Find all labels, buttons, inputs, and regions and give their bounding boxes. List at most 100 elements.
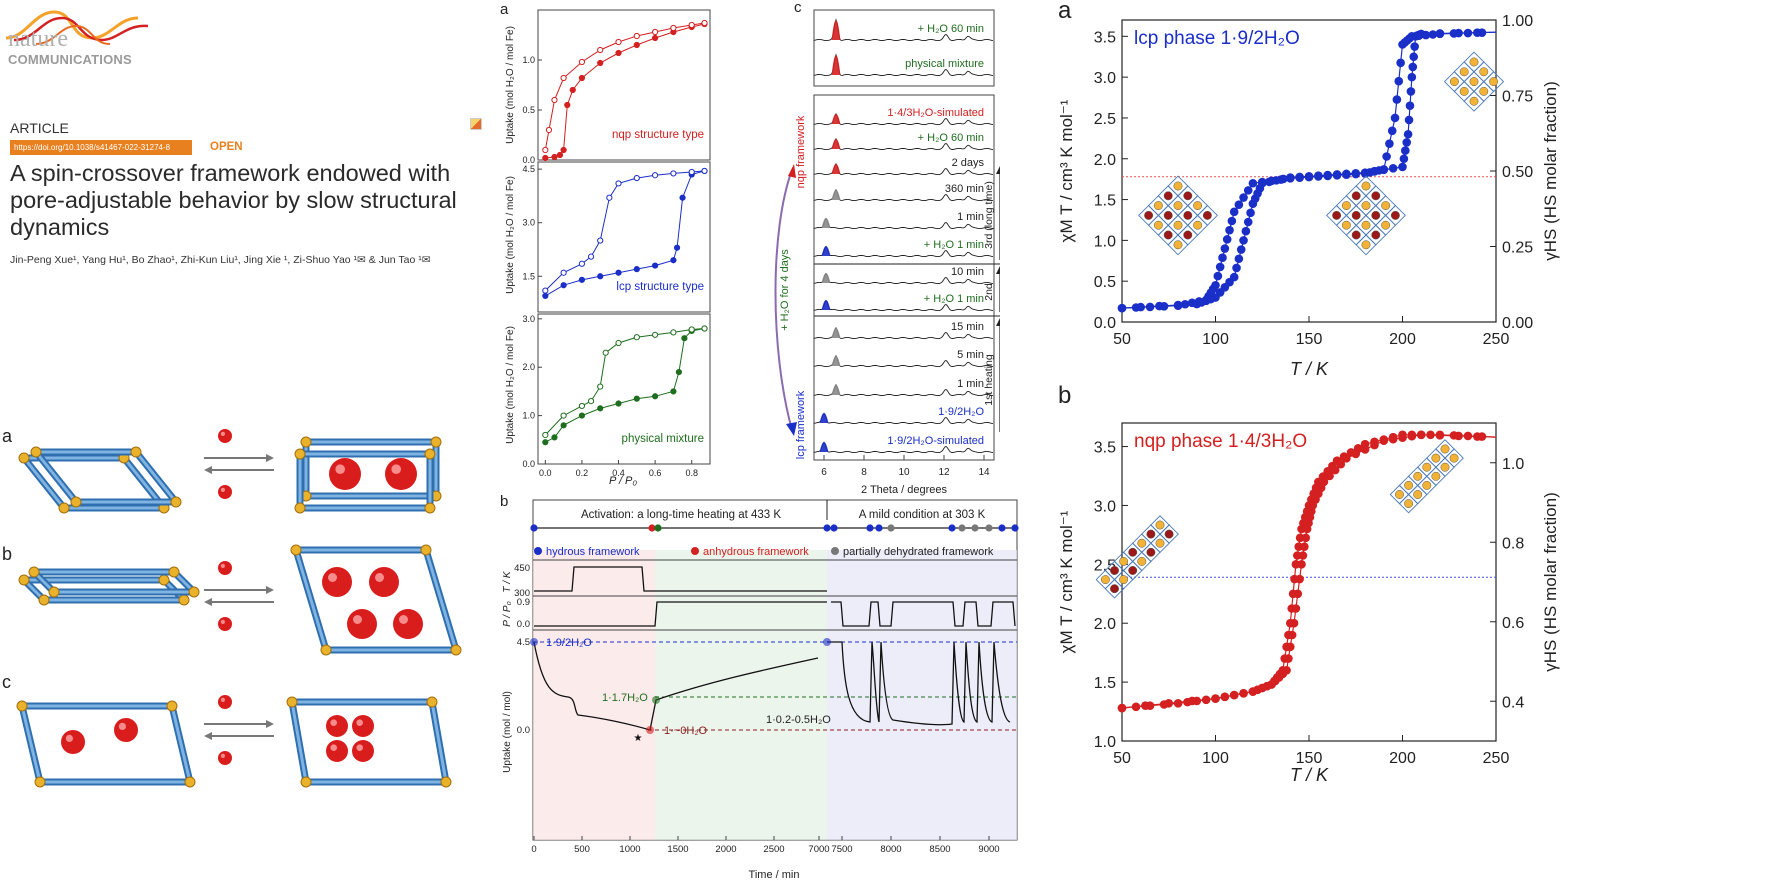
magnet-y-tick: 3.0 xyxy=(1094,498,1116,515)
magnet-y-tick: 0.0 xyxy=(1094,315,1116,332)
lattice-node xyxy=(1459,86,1469,96)
pxrd-trace xyxy=(813,18,994,42)
magnet-point xyxy=(1220,692,1230,702)
water-ball-highlight xyxy=(330,719,338,726)
pxrd-label: + H₂O 1 min xyxy=(924,293,984,305)
lattice-node xyxy=(1193,201,1203,211)
isotherm-point xyxy=(615,180,622,187)
lattice-node xyxy=(1449,77,1459,87)
isotherm-point xyxy=(578,74,586,82)
magnet-point xyxy=(1141,701,1150,710)
lattice-cell xyxy=(1104,578,1125,599)
magnet-x-tick: 50 xyxy=(1113,331,1131,348)
lattice-node xyxy=(1361,240,1371,250)
magnet-y2-tick: 1.00 xyxy=(1502,13,1533,30)
pxrd-x-tick: 14 xyxy=(978,467,990,478)
nqp-framework-label: nqp framework xyxy=(795,115,807,188)
lattice-node xyxy=(1173,181,1183,191)
magnet-y-tick: 0.5 xyxy=(1094,274,1116,291)
magnet-point xyxy=(1227,216,1237,226)
magnet-point xyxy=(1319,477,1329,487)
isotherm-point xyxy=(542,287,549,294)
water-ball-highlight xyxy=(353,615,362,624)
uptake-trace-mild xyxy=(827,641,1011,726)
isotherm-series-label: lcp structure type xyxy=(616,281,704,293)
isotherm-ylabel-3: Uptake (mol H₂O / mol Fe) xyxy=(505,326,516,444)
magnet-point xyxy=(1406,87,1416,96)
schematic-node xyxy=(290,544,302,556)
magnet-y-tick: 1.5 xyxy=(1094,193,1116,210)
isotherm-point xyxy=(673,244,681,251)
water-ball xyxy=(61,730,85,754)
lattice-node xyxy=(1110,566,1119,575)
lattice-cell xyxy=(1398,493,1419,514)
isotherm-point xyxy=(597,273,604,280)
doi-link[interactable]: https://doi.org/10.1038/s41467-022-31274… xyxy=(10,140,192,155)
pxrd-peak xyxy=(831,55,841,75)
time-x-tick: 1500 xyxy=(667,844,688,855)
magnet-point xyxy=(1222,235,1232,244)
magnet-point xyxy=(1399,154,1409,164)
author-list[interactable]: Jin-Peng Xue¹, Yang Hu¹, Bo Zhao¹, Zhi-K… xyxy=(10,254,431,266)
water-ball xyxy=(385,458,417,490)
lattice-node xyxy=(1163,210,1173,220)
magnet-point xyxy=(1232,263,1241,273)
pxrd-trace xyxy=(813,441,994,454)
open-access-badge: OPEN xyxy=(210,141,243,153)
side-label-2nd: 2nd xyxy=(983,283,995,301)
magnet-b-ylabel: χM T / cm³ K mol⁻¹ xyxy=(1057,510,1076,653)
pxrd-xlabel: 2 Theta / degrees xyxy=(861,484,948,496)
magnet-y-tick: 1.0 xyxy=(1094,734,1116,751)
lattice-node xyxy=(1146,547,1156,557)
schematic-arrowhead xyxy=(266,586,274,594)
isotherm-figure: a Uptake (mol H₂O / mol Fe) Uptake (mol … xyxy=(500,1,711,487)
state-dot xyxy=(866,524,874,532)
isotherm-ylabel-2: Uptake (mol H₂O / mol Fe) xyxy=(505,176,516,294)
journal-logo[interactable]: nature COMMUNICATIONS xyxy=(6,4,166,67)
magnet-point xyxy=(1336,459,1346,469)
schematic-node xyxy=(168,566,180,578)
pxrd-label: 5 min xyxy=(957,349,984,361)
pxrd-x-tick: 12 xyxy=(938,467,950,478)
magnet-x-tick: 150 xyxy=(1296,331,1323,348)
lattice-node xyxy=(1173,220,1183,230)
uptake-marker xyxy=(652,696,660,704)
lattice-node xyxy=(1371,230,1381,240)
schematic-node xyxy=(28,566,40,578)
magnet-y-tick: 2.0 xyxy=(1094,152,1116,169)
lattice-node xyxy=(1361,220,1371,230)
schematic-node xyxy=(286,696,298,708)
p-tick-09: 0.9 xyxy=(517,597,530,608)
corner-icon[interactable] xyxy=(470,118,482,130)
isotherm-point xyxy=(578,58,586,66)
pxrd-trace xyxy=(813,112,994,126)
lattice-cell xyxy=(1355,234,1377,256)
water-ball xyxy=(218,695,232,709)
uptake-marker xyxy=(823,638,831,646)
pxrd-x-tick: 6 xyxy=(821,467,827,478)
water-ball-highlight xyxy=(330,744,338,751)
pxrd-peak xyxy=(831,139,841,149)
lattice-node xyxy=(1351,210,1361,220)
isotherm-series-label: physical mixture xyxy=(622,433,704,445)
isotherm-line xyxy=(544,328,705,436)
pxrd-peak xyxy=(831,114,841,124)
isotherm-y-tick: 0.0 xyxy=(522,155,535,165)
isotherm-y-tick: 3.0 xyxy=(522,218,535,228)
lattice-node xyxy=(1351,230,1361,240)
legend-hydrous: hydrous framework xyxy=(546,546,640,558)
magnet-y-tick: 3.0 xyxy=(1094,70,1116,87)
magnet-point xyxy=(1243,217,1253,227)
isotherm-point xyxy=(633,334,640,341)
schematic-node xyxy=(170,496,182,508)
magnet-y2-tick: 0.75 xyxy=(1502,89,1533,106)
magnet-point xyxy=(1239,193,1248,202)
magnet-point xyxy=(1454,431,1463,441)
water-ball-highlight xyxy=(65,734,73,742)
magnet-point xyxy=(1370,166,1379,176)
schematic-bar-highlight xyxy=(424,548,458,652)
u-tick-00: 0.0 xyxy=(517,725,530,736)
magnet-point xyxy=(1213,271,1223,281)
magnet-x-tick: 200 xyxy=(1389,331,1416,348)
lattice-node xyxy=(1404,480,1414,490)
